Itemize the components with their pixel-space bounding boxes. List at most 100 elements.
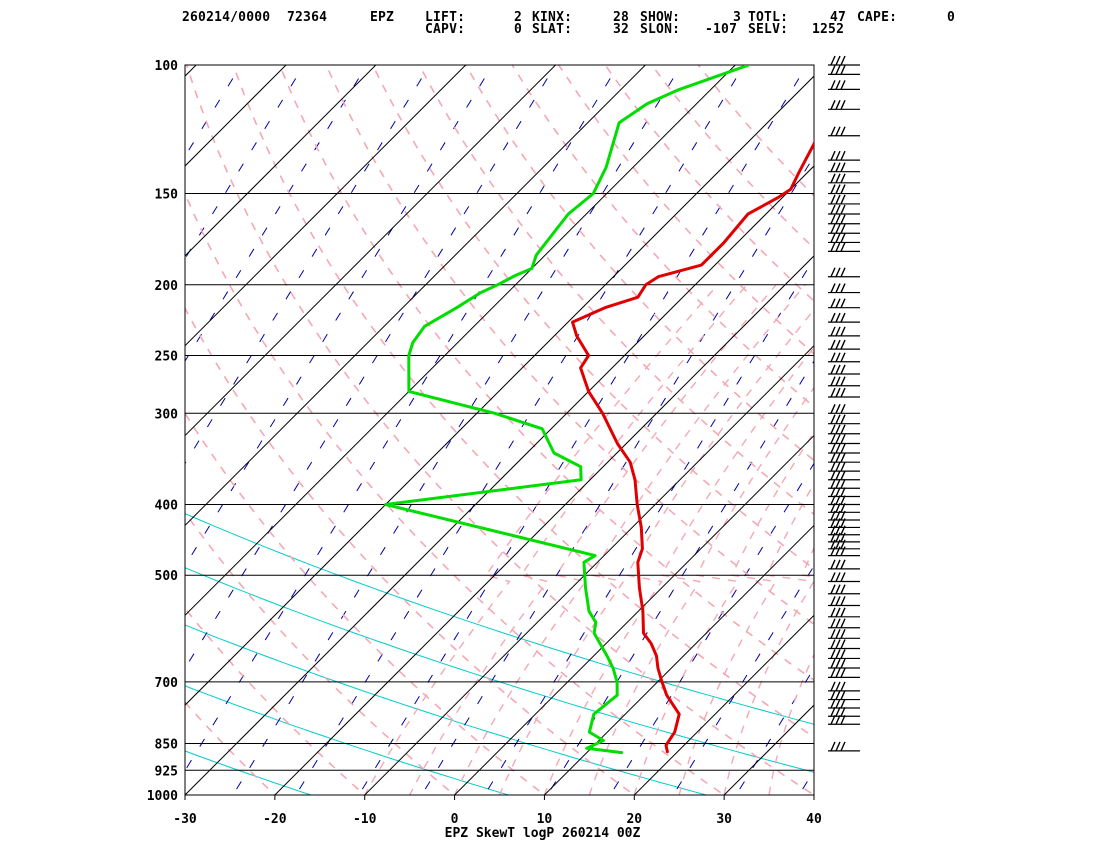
wind-barb-feather [840, 404, 846, 414]
wind-barb-feather [835, 461, 841, 472]
moist-adiabat [363, 284, 719, 795]
aux-curve [185, 624, 709, 795]
wind-barb-feather [835, 706, 841, 717]
wind-barb [828, 629, 860, 639]
wind-barb-feather [835, 100, 841, 110]
wind-barb-feather [840, 559, 846, 570]
moist-adiabat [678, 431, 814, 795]
aux-curve [185, 685, 511, 795]
header-datetime: 260214/0000 [182, 10, 271, 25]
dewpoint-point [412, 342, 414, 344]
wind-barb-feather [835, 55, 841, 66]
temperature-point [873, 106, 874, 107]
wind-barb-feather [830, 470, 836, 481]
temperature-point [657, 276, 659, 278]
moist-adiabat [588, 346, 814, 795]
wind-barb-feather [840, 312, 846, 323]
isotherm-line [888, 32, 1120, 811]
wind-barb-feather [830, 65, 836, 75]
wind-barb-feather [835, 584, 841, 595]
wind-barb [828, 518, 860, 529]
dewpoint-point [408, 354, 410, 357]
temperature-point [629, 461, 631, 463]
wind-barb-feather [835, 503, 841, 513]
header-station: EPZ [370, 10, 395, 25]
wind-barb-feather [835, 470, 841, 481]
dewpoint-point [616, 681, 618, 683]
temperature-point [602, 412, 604, 414]
temperature-tick-label: 40 [806, 812, 822, 827]
wind-barb-feather [835, 126, 841, 137]
wind-barb-feather [840, 546, 846, 556]
wind-barb [828, 741, 860, 752]
wind-barb-feather [830, 443, 836, 454]
wind-barb-feather [835, 194, 841, 205]
wind-barb-feather [835, 298, 841, 308]
dry-adiabat [278, 65, 814, 682]
aux-curve [185, 750, 313, 795]
wind-barb-feather [830, 404, 836, 414]
mixing-ratio-line [185, 65, 619, 772]
wind-barb-feather [840, 629, 846, 639]
wind-barb [828, 596, 860, 607]
temperature-point [835, 117, 836, 118]
wind-barb [828, 546, 860, 557]
dewpoint-point [748, 65, 750, 66]
dewpoint-point [593, 632, 595, 634]
wind-barb-feather [830, 607, 836, 618]
temperature-point [665, 744, 667, 746]
wind-barb-feather [830, 618, 836, 629]
isotherm-line [185, 65, 467, 347]
temperature-point [657, 667, 659, 669]
temperature-point [604, 307, 606, 309]
wind-barb-feather [835, 668, 841, 678]
wind-barb-feather [835, 364, 841, 375]
wind-barb-feather [830, 364, 836, 375]
wind-barb [828, 649, 860, 660]
temperature-point [637, 561, 639, 563]
mixing-ratio-line [672, 564, 814, 795]
wind-barb-feather [835, 714, 841, 725]
wind-barb [828, 194, 860, 205]
wind-barb-feather [840, 424, 846, 435]
wind-barb-feather [840, 223, 846, 234]
dewpoint-point [606, 655, 608, 657]
wind-barb [828, 364, 860, 375]
wind-barb-feather [830, 584, 836, 595]
wind-barb [828, 223, 860, 234]
wind-barb-feather [830, 233, 836, 243]
dewpoint-point [580, 479, 582, 481]
isotherm-line [633, 614, 814, 795]
dry-adiabat [185, 191, 726, 795]
wind-barb-feather [840, 658, 846, 669]
wind-barb [828, 618, 860, 629]
mixing-ratio-line [185, 65, 242, 158]
temperature-point [678, 713, 680, 715]
stat-value-cape: 0 [947, 10, 956, 25]
wind-barb-feather [835, 510, 841, 521]
temperature-tick-label: 30 [716, 812, 732, 827]
moist-adiabat [453, 284, 777, 795]
wind-barb-feather [835, 478, 841, 489]
wind-barb-feather [840, 233, 846, 243]
aux-curve [185, 567, 814, 773]
wind-barb-feather [840, 532, 846, 543]
wind-barb-feather [835, 376, 841, 386]
wind-barb-feather [835, 339, 841, 350]
mixing-ratio-line [483, 257, 814, 795]
mixing-ratio-line [978, 65, 1120, 810]
wind-barb-feather [830, 629, 836, 639]
wind-barb-feather [830, 649, 836, 659]
wind-barb-feather [830, 242, 836, 252]
wind-barb-feather [830, 283, 836, 293]
wind-barb-feather [840, 126, 846, 137]
temperature-point [634, 479, 636, 481]
stat-value-kinx: 28 [613, 10, 630, 25]
wind-barb-feather [830, 525, 836, 536]
wind-barb-feather [835, 204, 841, 215]
temperature-tick-label: -10 [353, 812, 377, 827]
wind-barb [828, 173, 860, 184]
dewpoint-point [612, 667, 614, 669]
dewpoint-point [553, 452, 555, 454]
